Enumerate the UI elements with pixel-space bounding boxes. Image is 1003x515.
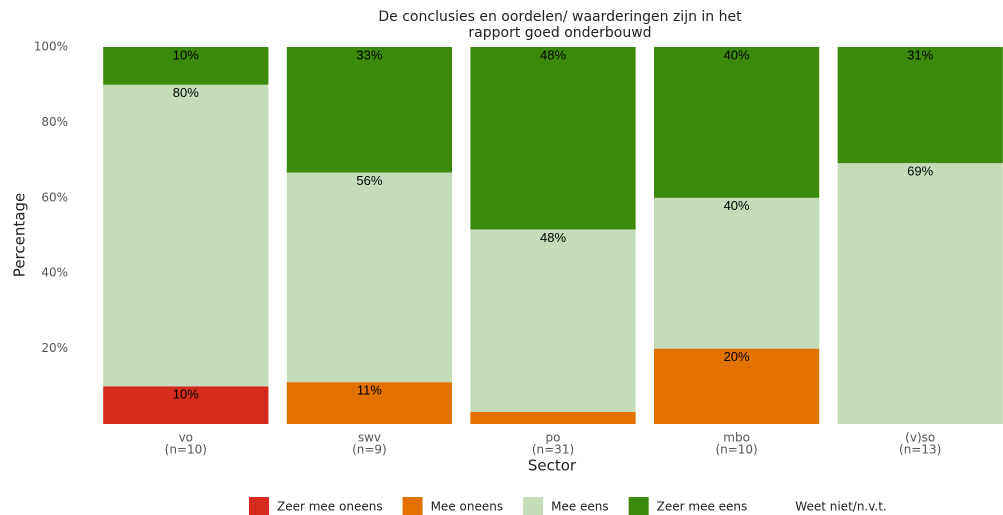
- x-tick-label: mbo: [723, 431, 750, 445]
- bar-segment: [837, 163, 1003, 424]
- x-tick-label: (n=10): [165, 443, 207, 457]
- bar-segment: [470, 229, 636, 412]
- data-label: 20%: [724, 349, 750, 364]
- data-label: 56%: [356, 173, 382, 188]
- y-axis-label: Percentage: [11, 193, 29, 277]
- data-label: 10%: [173, 47, 199, 62]
- bar-segment: [286, 47, 453, 173]
- data-label: 11%: [357, 383, 382, 398]
- legend-swatch: [402, 497, 423, 515]
- data-label: 40%: [724, 47, 750, 62]
- x-tick-label: (v)so: [905, 431, 935, 445]
- bar-segment: [103, 84, 269, 387]
- x-tick-label: (n=31): [532, 443, 574, 457]
- data-label: 48%: [540, 47, 566, 62]
- bar-segment: [470, 411, 636, 424]
- legend-label: Mee eens: [551, 500, 609, 514]
- bar-segment: [103, 386, 269, 424]
- y-tick-label: 40%: [41, 266, 68, 280]
- legend-swatch: [249, 497, 269, 515]
- y-tick-label: 20%: [41, 341, 68, 355]
- chart-title: rapport goed onderbouwd: [468, 25, 651, 41]
- legend-label: Mee oneens: [431, 500, 504, 514]
- data-label: 48%: [540, 230, 566, 245]
- chart-title: De conclusies en oordelen/ waarderingen …: [378, 9, 742, 25]
- data-label: 69%: [907, 164, 933, 179]
- x-tick-label: (n=10): [715, 443, 757, 457]
- y-tick-label: 80%: [41, 115, 68, 129]
- data-label: 33%: [356, 47, 382, 62]
- legend-swatch: [523, 497, 544, 515]
- x-tick-label: po: [546, 431, 561, 445]
- bar-segment: [653, 197, 820, 349]
- data-label: 10%: [173, 387, 199, 402]
- bar-segment: [653, 47, 820, 198]
- bar-segment: [837, 47, 1003, 164]
- legend-label: Zeer mee eens: [657, 500, 748, 514]
- legend-swatch: [767, 497, 788, 515]
- x-tick-label: vo: [179, 431, 193, 445]
- data-label: 40%: [724, 198, 750, 213]
- bar-segment: [470, 47, 636, 230]
- bar-segment: [653, 348, 820, 424]
- bar-segment: [286, 172, 453, 383]
- x-tick-label: (n=9): [352, 443, 387, 457]
- x-tick-label: (n=13): [899, 443, 941, 457]
- data-label: 80%: [173, 85, 199, 100]
- bar-segment: [103, 47, 269, 85]
- bar-segment: [286, 382, 453, 424]
- data-label: 31%: [907, 47, 933, 62]
- legend-label: Zeer mee oneens: [277, 500, 383, 514]
- y-tick-label: 60%: [41, 190, 68, 204]
- x-tick-label: swv: [358, 431, 381, 445]
- legend-swatch: [628, 497, 649, 515]
- x-axis-label: Sector: [528, 457, 577, 475]
- y-tick-label: 100%: [34, 40, 68, 54]
- legend-label: Weet niet/n.v.t.: [795, 500, 886, 514]
